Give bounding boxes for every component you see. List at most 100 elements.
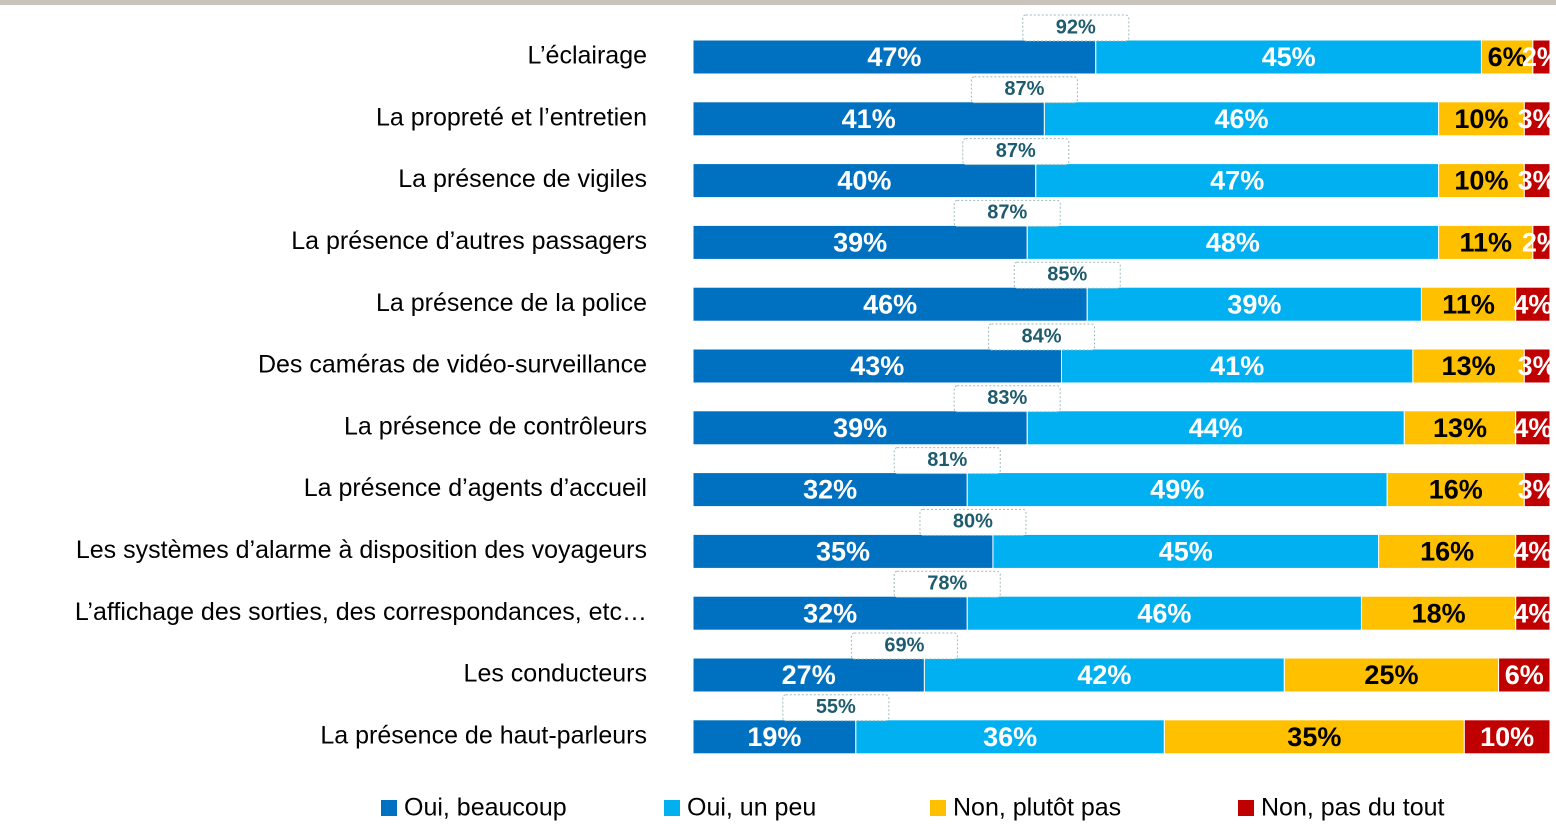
value-label: 4%	[1513, 413, 1552, 443]
category-label: La présence de contrôleurs	[344, 412, 647, 440]
bar-segment	[1360, 595, 1517, 631]
value-label: 39%	[833, 228, 887, 258]
bar-segment	[1515, 286, 1551, 322]
bar-segment	[1523, 472, 1551, 508]
bar-segment	[1386, 472, 1525, 508]
value-label: 45%	[1159, 537, 1213, 567]
value-label: 39%	[1227, 289, 1281, 319]
category-label: La propreté et l’entretien	[376, 103, 647, 131]
bar-segment	[1378, 533, 1517, 569]
bar-segment	[1480, 39, 1534, 75]
total-box	[893, 447, 1001, 475]
legend-swatch	[1238, 800, 1254, 816]
bar-segment	[1163, 719, 1465, 755]
category-label: La présence d’agents d’accueil	[304, 474, 647, 502]
value-label: 35%	[816, 537, 870, 567]
bar-segment	[1412, 348, 1525, 384]
category-label: Des caméras de vidéo-surveillance	[258, 351, 647, 379]
total-label: 83%	[987, 387, 1027, 409]
value-label: 13%	[1442, 351, 1496, 381]
legend-label: Oui, beaucoup	[404, 794, 567, 822]
bar-segment	[692, 348, 1063, 384]
total-label: 55%	[816, 696, 856, 718]
total-label: 92%	[1056, 16, 1096, 38]
value-label: 4%	[1513, 289, 1552, 319]
bar-segment	[1523, 163, 1551, 199]
bar-segment	[692, 657, 925, 693]
value-label: 46%	[1214, 104, 1268, 134]
value-label: 16%	[1420, 537, 1474, 567]
value-label: 3%	[1518, 166, 1556, 196]
value-label: 42%	[1077, 660, 1131, 690]
bar-segment	[692, 286, 1088, 322]
total-box	[850, 632, 958, 660]
value-label: 35%	[1287, 722, 1341, 752]
bar-segment	[1026, 224, 1440, 260]
value-label: 13%	[1433, 413, 1487, 443]
category-label: Les systèmes d’alarme à disposition des …	[76, 536, 647, 564]
total-box	[962, 138, 1070, 166]
value-label: 25%	[1364, 660, 1418, 690]
bar-segment	[1086, 286, 1422, 322]
total-label: 78%	[927, 572, 967, 594]
total-box	[893, 570, 1001, 598]
bar-segment	[1061, 348, 1414, 384]
value-label: 6%	[1505, 660, 1544, 690]
total-label: 84%	[1021, 325, 1061, 347]
legend-label: Oui, un peu	[687, 794, 816, 822]
category-label: La présence d’autres passagers	[291, 227, 647, 255]
bar-segment	[1515, 533, 1551, 569]
value-label: 10%	[1454, 104, 1508, 134]
value-label: 49%	[1150, 475, 1204, 505]
total-label: 87%	[996, 140, 1036, 162]
value-label: 10%	[1454, 166, 1508, 196]
value-label: 4%	[1513, 598, 1552, 628]
total-label: 87%	[1004, 78, 1044, 100]
bar-segment	[1515, 595, 1551, 631]
total-box	[782, 694, 890, 722]
bar-segment	[1283, 657, 1500, 693]
value-label: 10%	[1480, 722, 1534, 752]
value-label: 39%	[833, 413, 887, 443]
value-label: 18%	[1412, 598, 1466, 628]
bar-segment	[1498, 657, 1551, 693]
total-box	[953, 199, 1061, 227]
value-label: 44%	[1189, 413, 1243, 443]
value-label: 45%	[1262, 42, 1316, 72]
category-label: L’éclairage	[527, 42, 647, 70]
bar-segment	[1043, 101, 1440, 137]
category-label: L’affichage des sorties, des corresponda…	[75, 598, 647, 626]
value-label: 2%	[1522, 228, 1556, 258]
legend-swatch	[381, 800, 397, 816]
bar-segment	[1523, 348, 1551, 384]
total-label: 81%	[927, 449, 967, 471]
bar-segment	[855, 719, 1165, 755]
total-box	[953, 385, 1061, 413]
total-label: 85%	[1047, 263, 1087, 285]
value-label: 36%	[983, 722, 1037, 752]
bar-segment	[1420, 286, 1517, 322]
value-label: 43%	[850, 351, 904, 381]
category-label: La présence de la police	[376, 289, 647, 317]
bar-segment	[692, 39, 1097, 75]
bar-segment	[1095, 39, 1482, 75]
total-box	[1013, 261, 1121, 289]
value-label: 41%	[842, 104, 896, 134]
bar-segment	[1463, 719, 1551, 755]
value-label: 3%	[1518, 351, 1556, 381]
bar-segment	[1403, 410, 1517, 446]
value-label: 11%	[1442, 289, 1495, 319]
value-label: 11%	[1459, 228, 1512, 258]
value-label: 3%	[1518, 104, 1556, 134]
bar-segment	[1515, 410, 1551, 446]
total-box	[988, 323, 1096, 351]
category-label: La présence de vigiles	[398, 165, 647, 193]
value-label: 40%	[837, 166, 891, 196]
legend-swatch	[664, 800, 680, 816]
total-label: 69%	[884, 634, 924, 656]
value-label: 48%	[1206, 228, 1260, 258]
bar-segment	[1532, 39, 1551, 75]
value-label: 2%	[1522, 42, 1556, 72]
value-label: 32%	[803, 598, 857, 628]
